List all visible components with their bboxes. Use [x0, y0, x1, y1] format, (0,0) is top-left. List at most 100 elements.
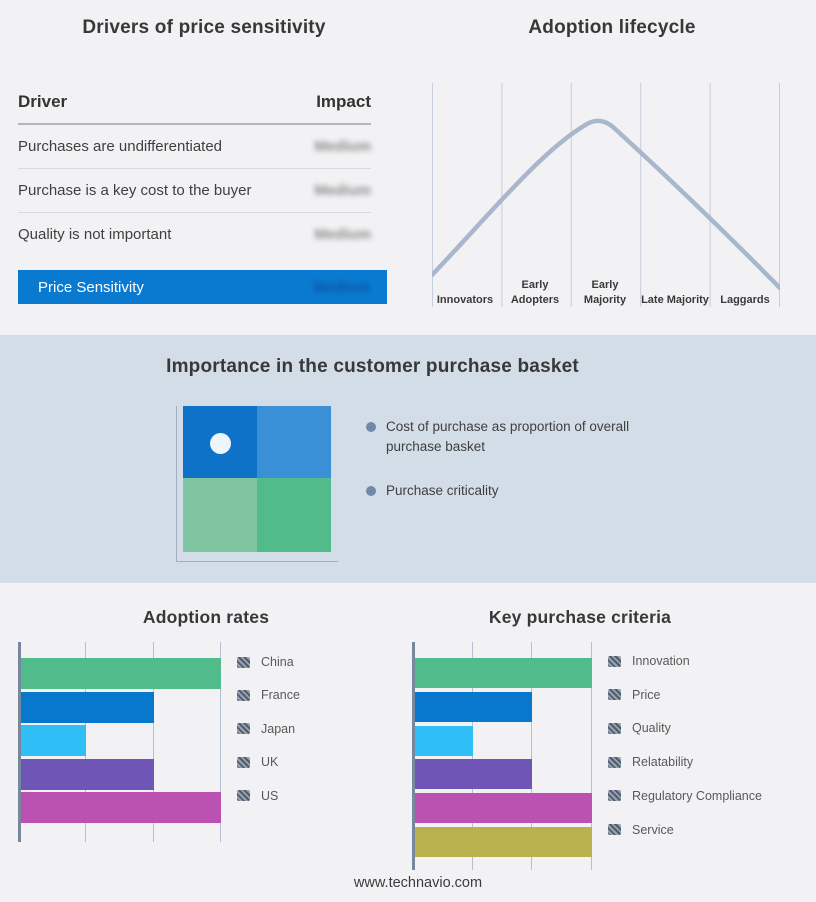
quadrant-top-left	[183, 406, 257, 478]
bar-regulatory-compliance	[413, 793, 592, 824]
quadrant-bottom-left	[183, 478, 257, 552]
lifecycle-panel-title: Adoption lifecycle	[528, 17, 696, 38]
legend-label: Regulatory Compliance	[632, 788, 762, 803]
gridline	[471, 642, 473, 870]
table-row: Purchases are undifferentiated Medium	[18, 125, 371, 169]
legend-swatch-icon	[608, 824, 621, 835]
legend-label: US	[261, 788, 279, 803]
legend-item: UK	[237, 753, 278, 771]
lifecycle-stage-labels: Innovators Early Adopters Early Majority La…	[430, 271, 780, 307]
legend-item: US	[237, 787, 278, 805]
legend-swatch-icon	[608, 756, 621, 768]
gridline	[152, 642, 154, 842]
gridline	[531, 642, 533, 870]
impact-cell-blurred: Medium	[314, 182, 371, 199]
price-sensitivity-value-blurred: Medium	[313, 278, 370, 296]
legend-swatch-icon	[237, 656, 250, 668]
stage-label: Early Adopters	[510, 279, 560, 306]
legend-item: Innovation	[608, 652, 690, 670]
drivers-table-header: Driver Impact	[18, 92, 371, 125]
price-sensitivity-label: Price Sensitivity	[38, 278, 144, 296]
purchase-basket-band	[0, 335, 816, 583]
gridline	[220, 642, 221, 842]
quadrant-axes	[176, 406, 338, 562]
y-axis	[18, 642, 21, 842]
list-item: Cost of purchase as proportion of overal…	[366, 417, 646, 456]
lifecycle-gridlines	[432, 83, 780, 307]
driver-cell: Quality is not important	[18, 226, 172, 243]
position-marker-dot	[210, 433, 231, 454]
bullet-text: Purchase criticality	[386, 483, 499, 499]
table-row: Purchase is a key cost to the buyer Medi…	[18, 169, 371, 213]
stage-label: Late Majority	[641, 293, 709, 306]
legend-item: Relatability	[608, 753, 693, 771]
stage-label: Innovators	[436, 293, 494, 306]
legend-label: Service	[632, 822, 674, 837]
adoption-rates-title: Adoption rates	[142, 607, 270, 627]
legend-swatch-icon	[237, 689, 250, 701]
table-row: Quality is not important Medium	[18, 213, 371, 256]
quadrant-bottom-right	[257, 478, 331, 552]
legend-swatch-icon	[237, 756, 250, 768]
bullet-text: Cost of purchase as proportion of overal…	[386, 419, 630, 454]
legend-label: Relatability	[632, 755, 694, 770]
legend-item: Price	[608, 686, 660, 704]
driver-column-header: Driver	[18, 92, 68, 111]
bar-us	[19, 792, 221, 824]
legend-item: Regulatory Compliance	[608, 787, 762, 805]
stage-label: Laggards	[720, 293, 770, 306]
purchase-criteria-title: Key purchase criteria	[488, 607, 672, 627]
legend-label: Price	[632, 687, 661, 702]
bullet-icon	[366, 486, 376, 497]
lifecycle-chart	[432, 83, 780, 307]
purchase-criteria-chart	[412, 642, 592, 870]
bar-quality	[413, 725, 473, 756]
quadrant-top-right	[257, 406, 331, 478]
lifecycle-bell-curve	[432, 118, 780, 291]
bullet-icon	[366, 422, 376, 432]
legend-swatch-icon	[237, 790, 250, 802]
bar-price	[413, 691, 533, 722]
impact-cell-blurred: Medium	[314, 138, 371, 155]
bar-service	[413, 827, 592, 857]
legend-item: China	[237, 653, 294, 671]
legend-label: UK	[261, 755, 279, 770]
driver-cell: Purchases are undifferentiated	[18, 138, 223, 155]
impact-column-header: Impact	[316, 92, 371, 111]
drivers-table: Driver Impact Purchases are undifferenti…	[18, 92, 371, 256]
bar-innovation	[413, 658, 592, 688]
legend-item: Quality	[608, 719, 671, 737]
drivers-panel-title: Drivers of price sensitivity	[82, 17, 326, 38]
basket-section-title: Importance in the customer purchase bask…	[166, 356, 579, 377]
gridline	[591, 642, 592, 870]
legend-item: Service	[608, 821, 674, 839]
stage-label: Early Majority	[583, 279, 627, 306]
legend-swatch-icon	[237, 723, 250, 735]
price-sensitivity-summary-row: Price Sensitivity Medium	[18, 270, 387, 304]
legend-label: Quality	[632, 721, 671, 736]
y-axis	[412, 642, 415, 870]
legend-item: France	[237, 686, 300, 704]
quadrant-matrix	[183, 406, 331, 552]
legend-swatch-icon	[608, 655, 621, 667]
bar-uk	[19, 758, 154, 790]
legend-label: Japan	[261, 721, 296, 736]
adoption-rates-legend: China France Japan UK US	[237, 642, 402, 842]
impact-cell-blurred: Medium	[314, 226, 371, 243]
legend-swatch-icon	[608, 722, 621, 734]
basket-bullet-list: Cost of purchase as proportion of overal…	[366, 417, 646, 526]
list-item: Purchase criticality	[366, 481, 646, 501]
legend-label: Innovation	[632, 654, 690, 668]
legend-swatch-icon	[608, 790, 621, 802]
legend-label: China	[261, 655, 294, 669]
website-link: www.technavio.com	[353, 875, 483, 891]
legend-swatch-icon	[608, 689, 621, 701]
legend-label: France	[261, 688, 300, 703]
bar-japan	[19, 725, 87, 757]
bar-china	[19, 658, 221, 689]
purchase-criteria-legend: Innovation Price Quality Relatability Regula…	[608, 642, 808, 870]
bar-relatability	[413, 759, 533, 790]
bar-france	[19, 691, 154, 723]
driver-cell: Purchase is a key cost to the buyer	[18, 182, 252, 199]
